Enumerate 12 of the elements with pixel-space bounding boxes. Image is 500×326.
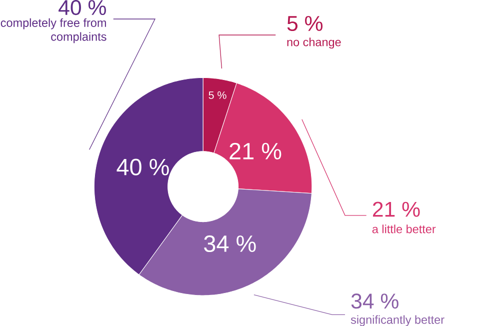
text: 40 % [58, 0, 106, 16]
text: 5 % [287, 16, 323, 31]
slice-label: a little better [372, 224, 436, 234]
data-label: 34 % [204, 235, 256, 252]
slice-label: no change [287, 38, 341, 48]
text: 34 % [351, 293, 398, 309]
data-label: 40 % [116, 158, 169, 176]
data-label: 5 % [208, 91, 226, 99]
text: 21 % [372, 202, 420, 217]
data-label: 21 % [230, 142, 282, 160]
slice-label: completely free from complaints [0, 18, 106, 44]
slice-label: significantly better [350, 315, 444, 326]
